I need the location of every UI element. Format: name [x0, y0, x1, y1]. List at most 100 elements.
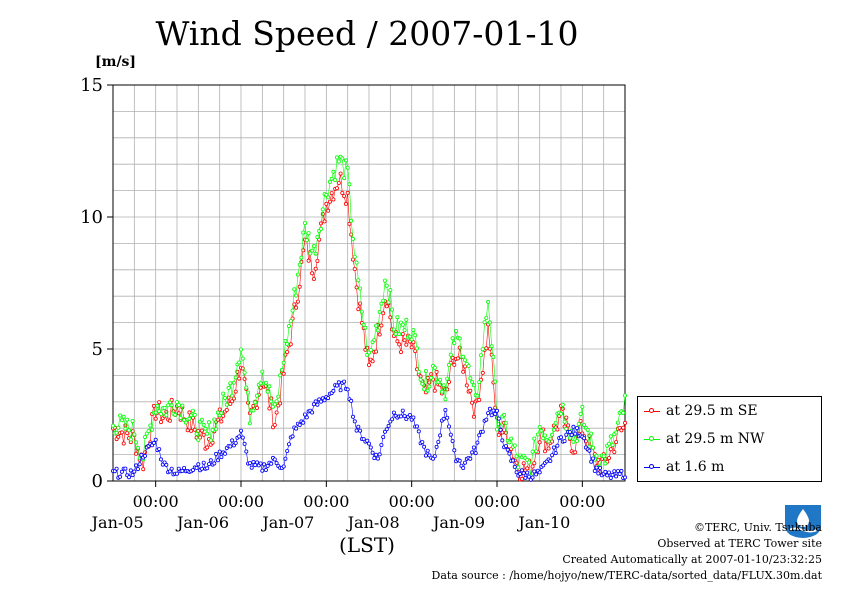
data-point [414, 424, 419, 429]
data-point [372, 456, 377, 461]
data-point [395, 339, 400, 344]
legend-label-nw: at 29.5 m NW [666, 431, 765, 447]
data-point [201, 460, 206, 465]
data-point [468, 388, 473, 393]
data-point [432, 388, 437, 393]
data-point [322, 398, 327, 403]
data-point [461, 465, 466, 470]
data-point [413, 349, 418, 354]
data-point [434, 444, 439, 449]
data-point [486, 411, 491, 416]
data-point [189, 413, 194, 418]
data-point [398, 414, 403, 419]
data-point [532, 469, 537, 474]
data-point [445, 376, 450, 381]
data-point [450, 438, 455, 443]
data-point [336, 159, 341, 164]
data-point [503, 444, 508, 449]
data-point [498, 427, 503, 432]
data-point [587, 444, 592, 449]
data-point [429, 372, 434, 377]
data-point [219, 455, 224, 460]
data-point [244, 385, 249, 390]
data-point [368, 348, 373, 353]
data-point [224, 402, 229, 407]
data-point [482, 320, 487, 325]
data-point [454, 328, 459, 333]
data-point [142, 435, 147, 440]
data-point [345, 165, 350, 170]
data-point [190, 468, 195, 473]
x-tick-label-day: Jan-05 [90, 513, 144, 532]
data-point [370, 359, 375, 364]
data-point [567, 429, 572, 434]
data-point [592, 468, 597, 473]
data-point [462, 358, 467, 363]
data-point [157, 400, 162, 405]
x-tick-label-day: Jan-09 [431, 513, 485, 532]
plot-frame [112, 84, 626, 482]
data-point [614, 430, 619, 435]
data-point [562, 419, 567, 424]
data-point [164, 413, 169, 418]
data-point [525, 457, 530, 462]
data-point [471, 445, 476, 450]
data-point [313, 251, 318, 256]
data-point [237, 376, 242, 381]
data-point [276, 394, 281, 399]
data-point [550, 453, 555, 458]
data-point [185, 428, 190, 433]
data-point [354, 428, 359, 433]
legend-item-se: at 29.5 m SE [644, 401, 758, 421]
data-point [334, 155, 339, 160]
data-point [249, 465, 254, 470]
data-point [494, 408, 499, 413]
data-point [347, 221, 352, 226]
data-point [244, 449, 249, 454]
data-point [575, 438, 580, 443]
data-point [400, 322, 405, 327]
data-point [130, 418, 135, 423]
data-point [594, 453, 599, 458]
y-tick-label: 10 [80, 207, 103, 228]
data-point [448, 352, 453, 357]
data-point [125, 417, 130, 422]
data-point [512, 443, 517, 448]
data-point [377, 452, 382, 457]
data-point [118, 474, 123, 479]
data-point [167, 469, 172, 474]
data-point [295, 272, 300, 277]
data-point [151, 403, 156, 408]
data-point [525, 466, 530, 471]
data-point [372, 338, 377, 343]
data-point [377, 309, 382, 314]
data-point [358, 286, 363, 291]
data-point [416, 369, 421, 374]
data-point [450, 336, 455, 341]
data-point [297, 422, 302, 427]
data-point [623, 475, 628, 480]
data-point [614, 474, 619, 479]
data-point [162, 405, 167, 410]
data-point [400, 332, 405, 337]
y-tick-label: 15 [80, 75, 103, 96]
data-point [614, 440, 619, 445]
data-point [445, 415, 450, 420]
data-point [297, 262, 302, 267]
data-point [567, 435, 572, 440]
data-point [176, 402, 181, 407]
data-point [206, 462, 211, 467]
data-point [354, 285, 359, 290]
data-point [553, 451, 558, 456]
data-point [286, 442, 291, 447]
data-point [247, 461, 252, 466]
data-point [342, 379, 347, 384]
data-point [326, 195, 331, 200]
x-tick-label-time: 00:00 [133, 492, 179, 511]
data-point [153, 410, 158, 415]
data-point [418, 377, 423, 382]
data-point [416, 429, 421, 434]
data-point [230, 399, 235, 404]
data-point [134, 440, 139, 445]
data-point [262, 462, 267, 467]
